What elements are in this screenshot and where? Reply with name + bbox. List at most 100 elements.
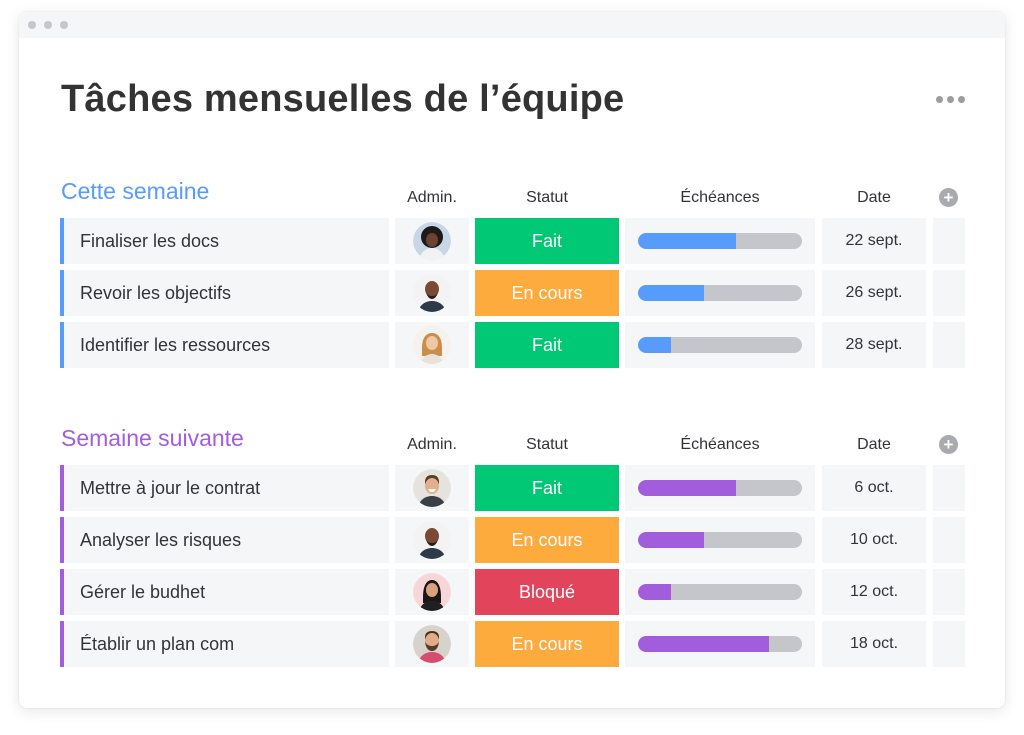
group-color-bar [60, 322, 64, 368]
task-name: Revoir les objectifs [80, 282, 232, 303]
status-cell[interactable]: Fait [475, 218, 619, 264]
group-color-bar [60, 465, 64, 511]
task-name-cell[interactable]: Identifier les ressources [60, 322, 389, 368]
date-cell[interactable]: 6 oct. [822, 465, 926, 511]
table-row[interactable]: Établir un plan com En cours 18 oct. [60, 621, 965, 667]
timeline-progress-fill [638, 584, 671, 600]
task-name: Analyser les risques [80, 529, 242, 550]
task-name-cell[interactable]: Analyser les risques [60, 517, 389, 563]
date-cell[interactable]: 22 sept. [822, 218, 926, 264]
admin-cell[interactable] [395, 218, 469, 264]
table-row[interactable]: Gérer le budhet Bloqué 12 oct. [60, 569, 965, 615]
window-dot-icon [44, 21, 52, 29]
column-header-admin[interactable]: Admin. [407, 189, 457, 206]
empty-cell[interactable] [933, 621, 965, 667]
group-color-bar [60, 270, 64, 316]
timeline-cell[interactable] [625, 218, 815, 264]
timeline-progress-fill [638, 636, 770, 652]
task-name: Établir un plan com [80, 633, 235, 654]
timeline-cell[interactable] [625, 270, 815, 316]
date-cell[interactable]: 12 oct. [822, 569, 926, 615]
timeline-cell[interactable] [625, 569, 815, 615]
table-row[interactable]: Analyser les risques En cours 10 oct. [60, 517, 965, 563]
status-cell[interactable]: Bloqué [475, 569, 619, 615]
add-column-icon[interactable]: + [939, 188, 958, 207]
status-cell[interactable]: En cours [475, 270, 619, 316]
group-title[interactable]: Cette semaine [61, 178, 210, 204]
window-dot-icon [28, 21, 36, 29]
status-label: Fait [531, 334, 562, 355]
avatar-woman-afro [413, 222, 451, 260]
status-label: Fait [531, 477, 562, 498]
date-value: 22 sept. [845, 232, 903, 249]
timeline-track [638, 584, 802, 600]
status-label: Fait [531, 230, 562, 251]
task-name-cell[interactable]: Établir un plan com [60, 621, 389, 667]
timeline-cell[interactable] [625, 465, 815, 511]
status-cell[interactable]: Fait [475, 465, 619, 511]
date-cell[interactable]: 10 oct. [822, 517, 926, 563]
admin-cell[interactable] [395, 270, 469, 316]
timeline-progress-fill [638, 285, 704, 301]
timeline-cell[interactable] [625, 621, 815, 667]
column-header-status[interactable]: Statut [526, 189, 568, 206]
status-cell[interactable]: Fait [475, 322, 619, 368]
timeline-cell[interactable] [625, 517, 815, 563]
task-name-cell[interactable]: Revoir les objectifs [60, 270, 389, 316]
status-cell[interactable]: En cours [475, 517, 619, 563]
date-cell[interactable]: 18 oct. [822, 621, 926, 667]
group-color-bar [60, 517, 64, 563]
empty-cell[interactable] [933, 517, 965, 563]
column-header-deadlines[interactable]: Échéances [680, 436, 760, 453]
task-name-cell[interactable]: Finaliser les docs [60, 218, 389, 264]
column-header-deadlines[interactable]: Échéances [680, 189, 760, 206]
column-header-date[interactable]: Date [857, 189, 891, 206]
empty-cell[interactable] [933, 218, 965, 264]
admin-cell[interactable] [395, 517, 469, 563]
task-name: Identifier les ressources [80, 334, 271, 355]
timeline-track [638, 337, 802, 353]
board-window: Tâches mensuelles de l’équipe Cette sema… [19, 12, 1005, 708]
task-name: Finaliser les docs [80, 230, 220, 251]
task-name-cell[interactable]: Gérer le budhet [60, 569, 389, 615]
group-header: Semaine suivante Admin. Statut Échéances… [60, 423, 965, 465]
window-dot-icon [60, 21, 68, 29]
empty-cell[interactable] [933, 465, 965, 511]
date-value: 28 sept. [845, 336, 903, 353]
group-cette-semaine: Cette semaine Admin. Statut Échéances Da… [60, 176, 965, 374]
table-row[interactable]: Identifier les ressources Fait 28 sept. [60, 322, 965, 368]
avatar-woman-blonde [413, 326, 451, 364]
avatar-man-smile [413, 469, 451, 507]
timeline-track [638, 285, 802, 301]
column-header-date[interactable]: Date [857, 436, 891, 453]
timeline-track [638, 532, 802, 548]
avatar-woman-dark [413, 573, 451, 611]
table-row[interactable]: Mettre à jour le contrat Fait 6 oct. [60, 465, 965, 511]
group-header: Cette semaine Admin. Statut Échéances Da… [60, 176, 965, 218]
empty-cell[interactable] [933, 270, 965, 316]
date-value: 12 oct. [849, 583, 899, 600]
admin-cell[interactable] [395, 621, 469, 667]
admin-cell[interactable] [395, 322, 469, 368]
timeline-progress-fill [638, 233, 737, 249]
admin-cell[interactable] [395, 569, 469, 615]
empty-cell[interactable] [933, 322, 965, 368]
timeline-track [638, 233, 802, 249]
timeline-cell[interactable] [625, 322, 815, 368]
column-header-status[interactable]: Statut [526, 436, 568, 453]
admin-cell[interactable] [395, 465, 469, 511]
table-row[interactable]: Revoir les objectifs En cours 26 sept. [60, 270, 965, 316]
table-row[interactable]: Finaliser les docs Fait 22 sept. [60, 218, 965, 264]
group-title[interactable]: Semaine suivante [61, 425, 244, 451]
timeline-progress-fill [638, 480, 737, 496]
task-name-cell[interactable]: Mettre à jour le contrat [60, 465, 389, 511]
empty-cell[interactable] [933, 569, 965, 615]
date-cell[interactable]: 26 sept. [822, 270, 926, 316]
date-cell[interactable]: 28 sept. [822, 322, 926, 368]
column-header-admin[interactable]: Admin. [407, 436, 457, 453]
status-cell[interactable]: En cours [475, 621, 619, 667]
add-column-icon[interactable]: + [939, 435, 958, 454]
more-horizontal-icon[interactable] [936, 96, 965, 103]
avatar-man-beard [413, 625, 451, 663]
group-color-bar [60, 621, 64, 667]
